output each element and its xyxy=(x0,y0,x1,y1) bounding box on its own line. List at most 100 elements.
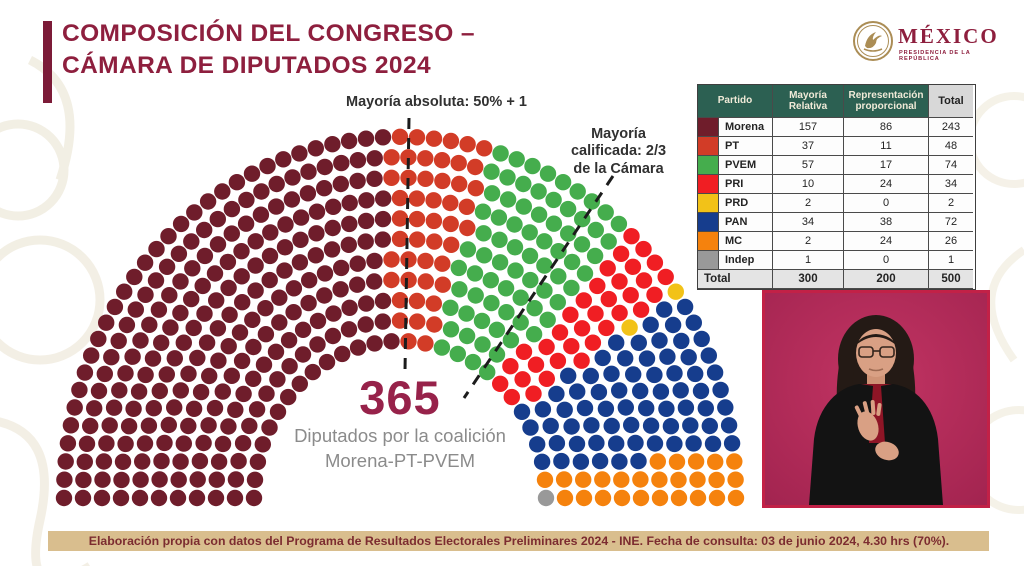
seat-morena xyxy=(325,198,342,215)
seat-pvem xyxy=(442,299,459,316)
seat-pvem xyxy=(506,216,523,233)
seat-pan xyxy=(659,348,676,365)
seat-morena xyxy=(200,417,217,434)
seat-morena xyxy=(291,145,308,162)
seat-pan xyxy=(646,366,663,384)
seat-pan xyxy=(651,332,668,349)
seat-morena xyxy=(162,319,179,336)
seat-morena xyxy=(249,453,267,470)
seat-morena xyxy=(66,399,83,416)
seat-morena xyxy=(110,332,127,350)
seat-pvem xyxy=(597,204,614,221)
seat-pvem xyxy=(563,279,580,297)
seat-pvem xyxy=(512,314,529,331)
total-row-label: Total xyxy=(698,270,773,289)
party-relative-majority: 57 xyxy=(773,156,844,175)
seat-morena xyxy=(220,338,237,355)
seat-pan xyxy=(529,436,546,453)
seat-morena xyxy=(308,225,325,242)
seat-mc xyxy=(707,453,724,470)
seat-mc xyxy=(651,471,668,488)
party-relative-majority: 1 xyxy=(773,251,844,270)
seat-morena xyxy=(246,471,264,488)
seat-morena xyxy=(150,301,168,318)
seat-morena xyxy=(180,365,197,382)
seat-morena xyxy=(267,343,285,360)
seat-mc xyxy=(555,471,573,488)
seat-mc xyxy=(670,489,688,507)
seat-prd xyxy=(667,283,684,300)
seat-morena xyxy=(357,130,375,147)
seat-pvem xyxy=(512,289,529,306)
seat-morena xyxy=(254,436,271,453)
seat-morena xyxy=(158,366,175,383)
seat-morena xyxy=(201,367,218,385)
seat-pt xyxy=(383,271,400,289)
seat-pan xyxy=(697,400,714,417)
seat-morena xyxy=(94,471,111,488)
seat-morena xyxy=(206,265,224,282)
seat-morena xyxy=(93,489,111,507)
seat-pvem xyxy=(563,253,581,271)
seat-pt xyxy=(433,152,451,169)
seat-morena xyxy=(183,290,200,308)
seat-pt xyxy=(400,271,417,289)
seat-mc xyxy=(708,489,726,507)
seat-morena xyxy=(261,271,278,289)
seat-morena xyxy=(223,200,241,218)
seat-pvem xyxy=(464,353,482,371)
seat-pan xyxy=(594,349,611,367)
seat-morena xyxy=(189,471,206,488)
seat-morena xyxy=(281,358,298,375)
seat-pan xyxy=(563,418,580,435)
seat-pvem xyxy=(569,183,586,200)
seat-pvem xyxy=(545,215,563,232)
seat-pvem xyxy=(482,272,499,289)
page-title-line2: CÁMARA DE DIPUTADOS 2024 xyxy=(62,51,431,79)
seat-pt xyxy=(442,215,459,233)
party-total: 243 xyxy=(929,118,973,137)
seat-pan xyxy=(630,334,647,351)
seat-morena xyxy=(383,333,400,350)
seat-morena xyxy=(283,191,301,208)
seat-pan xyxy=(627,434,644,452)
seat-pan xyxy=(666,365,683,382)
seat-pvem xyxy=(515,198,532,215)
seat-morena xyxy=(230,452,247,470)
logo-country-name: MÉXICO xyxy=(898,24,999,48)
party-relative-majority: 2 xyxy=(773,232,844,251)
seat-morena xyxy=(180,417,197,435)
seat-pvem xyxy=(474,336,491,353)
seat-mc xyxy=(594,471,611,488)
party-total: 34 xyxy=(929,175,973,194)
seat-pvem xyxy=(536,233,553,250)
seat-morena xyxy=(183,233,200,250)
seat-pvem xyxy=(488,321,506,338)
seat-pt xyxy=(400,251,417,268)
seat-morena xyxy=(209,236,227,253)
seat-morena xyxy=(237,215,255,232)
seat-pan xyxy=(548,435,566,452)
seat-morena xyxy=(137,366,154,384)
seat-pan xyxy=(720,417,738,434)
seat-pt xyxy=(408,129,426,146)
seat-morena xyxy=(247,233,264,250)
seat-pan xyxy=(672,382,689,399)
page-title: COMPOSICIÓN DEL CONGRESO – CÁMARA DE DIP… xyxy=(62,18,602,82)
seat-pan xyxy=(625,366,642,383)
seat-pan xyxy=(685,435,702,452)
header-representacion-proporcional: Representación proporcional xyxy=(844,85,929,118)
seat-morena xyxy=(324,327,342,345)
seat-pvem xyxy=(525,326,543,343)
seat-morena xyxy=(308,203,326,220)
seat-pan xyxy=(692,382,710,400)
seat-pvem xyxy=(449,345,466,363)
seat-pan xyxy=(608,435,625,452)
seat-morena xyxy=(76,364,94,381)
seat-morena xyxy=(341,215,358,233)
party-color-swatch xyxy=(698,232,719,251)
seat-pan xyxy=(664,316,682,334)
seat-morena xyxy=(196,221,213,239)
party-name: PAN xyxy=(719,213,773,232)
seat-mc xyxy=(575,489,593,507)
